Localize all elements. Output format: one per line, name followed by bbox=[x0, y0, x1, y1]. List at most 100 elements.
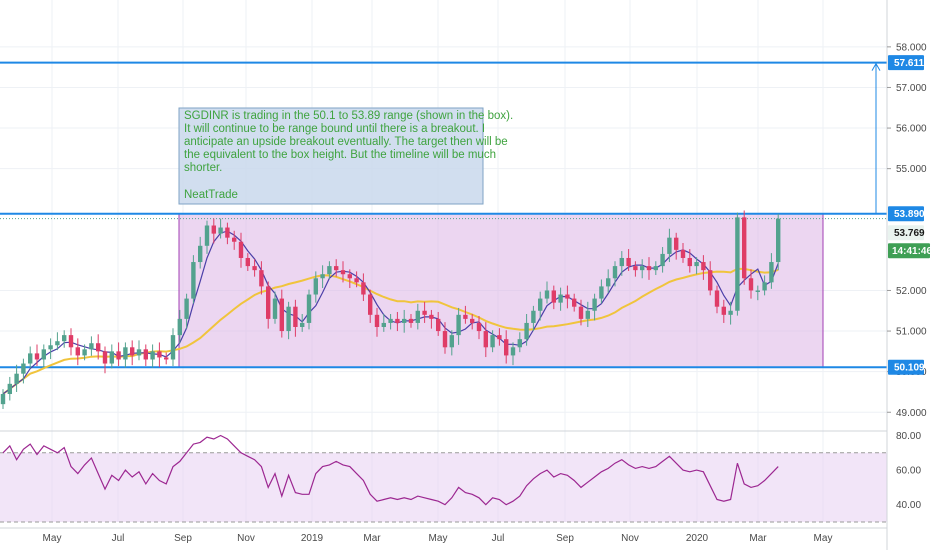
candle-body-50 bbox=[340, 270, 346, 275]
price-badge-target bbox=[888, 55, 924, 71]
candle-body-57 bbox=[388, 318, 393, 323]
candle-body-25 bbox=[170, 335, 176, 360]
candle-body-36 bbox=[245, 257, 250, 267]
x-tick-label-11: Mar bbox=[749, 533, 767, 544]
candle-body-38 bbox=[259, 270, 264, 287]
candle-body-45 bbox=[306, 294, 312, 323]
x-tick-label-7: Jul bbox=[492, 533, 505, 544]
y-tick-label-3: 52.000 bbox=[896, 286, 927, 297]
candle-body-58 bbox=[395, 318, 400, 323]
candles[interactable] bbox=[0, 210, 781, 410]
candle-body-71 bbox=[483, 331, 488, 348]
candle-body-41 bbox=[279, 298, 284, 332]
annotation-line-3: the equivalent to the box height. But th… bbox=[184, 149, 496, 161]
candle-body-99 bbox=[674, 237, 679, 250]
candle-body-77 bbox=[524, 322, 529, 340]
candle-body-111 bbox=[755, 290, 760, 292]
candle-body-3 bbox=[21, 363, 26, 374]
candle-body-93 bbox=[633, 266, 638, 271]
candle-body-78 bbox=[531, 310, 536, 323]
candle-body-4 bbox=[28, 353, 33, 364]
candle-body-109 bbox=[742, 217, 747, 279]
candle-body-67 bbox=[456, 314, 461, 336]
candle-body-33 bbox=[225, 227, 230, 238]
candle-body-100 bbox=[680, 249, 686, 258]
y-tick-label-7: 58.000 bbox=[896, 42, 927, 53]
candle-body-20 bbox=[136, 349, 142, 356]
candle-body-84 bbox=[572, 298, 577, 307]
candle-body-15 bbox=[102, 351, 108, 364]
candle-body-13 bbox=[89, 343, 94, 350]
candle-body-60 bbox=[408, 318, 414, 323]
candle-body-81 bbox=[551, 290, 556, 303]
candle-body-89 bbox=[606, 278, 611, 287]
candle-body-86 bbox=[585, 310, 590, 319]
candle-body-28 bbox=[191, 262, 196, 299]
price-badge-top bbox=[888, 206, 924, 222]
candle-body-44 bbox=[300, 322, 305, 327]
candle-body-59 bbox=[402, 318, 407, 323]
y-tick-label-0: 49.000 bbox=[896, 408, 927, 419]
x-tick-label-2: Sep bbox=[174, 533, 192, 544]
x-tick-label-8: Sep bbox=[556, 533, 574, 544]
candle-body-97 bbox=[660, 253, 665, 267]
candle-body-32 bbox=[218, 227, 223, 234]
candle-body-104 bbox=[708, 270, 713, 291]
candle-body-94 bbox=[640, 266, 645, 271]
candle-body-8 bbox=[55, 341, 60, 346]
x-tick-label-0: May bbox=[43, 533, 62, 544]
candle-body-65 bbox=[442, 331, 448, 348]
candle-body-114 bbox=[776, 218, 781, 263]
candle-body-103 bbox=[701, 262, 706, 271]
x-tick-label-1: Jul bbox=[112, 533, 125, 544]
price-badge-last-text: 53.769 bbox=[894, 228, 925, 239]
candle-body-64 bbox=[436, 318, 441, 332]
price-badges: 57.611 53.890 53.769 50.109 14:41:46 bbox=[888, 55, 932, 375]
candle-body-22 bbox=[150, 351, 155, 360]
candle-body-27 bbox=[184, 298, 189, 319]
candle-body-19 bbox=[130, 347, 135, 356]
candle-body-10 bbox=[68, 335, 74, 348]
annotation-box[interactable] bbox=[178, 107, 484, 205]
candle-body-102 bbox=[694, 262, 699, 267]
candle-body-98 bbox=[667, 237, 672, 254]
candle-body-5 bbox=[34, 353, 40, 360]
candle-body-113 bbox=[769, 262, 774, 283]
candle-body-53 bbox=[361, 282, 366, 295]
candle-body-56 bbox=[381, 322, 386, 327]
candle-body-80 bbox=[544, 290, 550, 299]
candle-body-68 bbox=[463, 314, 468, 319]
price-badge-bottom bbox=[888, 359, 924, 375]
candle-body-91 bbox=[619, 257, 624, 267]
candle-body-24 bbox=[164, 357, 169, 360]
y-tick-label-2: 51.000 bbox=[896, 327, 927, 338]
candle-body-108 bbox=[735, 217, 740, 311]
candle-body-48 bbox=[327, 266, 332, 275]
candle-body-54 bbox=[368, 294, 373, 315]
candle-body-55 bbox=[374, 314, 380, 327]
candle-body-76 bbox=[517, 339, 522, 348]
candle-body-83 bbox=[565, 294, 570, 299]
candle-body-35 bbox=[238, 241, 244, 258]
annotation-note[interactable]: SGDINR is trading in the 50.1 to 53.89 r… bbox=[178, 107, 513, 205]
candle-body-34 bbox=[232, 237, 237, 242]
candle-body-62 bbox=[422, 310, 427, 315]
candle-body-46 bbox=[313, 278, 318, 295]
candle-body-92 bbox=[626, 257, 631, 267]
x-tick-label-9: Nov bbox=[621, 533, 639, 544]
rsi-pane bbox=[0, 430, 887, 523]
annotation-line-1: It will continue to be range bound until… bbox=[184, 123, 485, 135]
candle-body-87 bbox=[592, 298, 597, 311]
rsi-tick-label-0: 80.00 bbox=[896, 431, 921, 442]
rsi-tick-label-2: 40.00 bbox=[896, 500, 921, 511]
candle-body-52 bbox=[354, 278, 359, 283]
y-tick-label-4: 55.000 bbox=[896, 164, 927, 175]
candle-body-95 bbox=[646, 266, 652, 271]
candle-body-23 bbox=[157, 351, 162, 358]
annotation-line-4: shorter. bbox=[184, 162, 222, 174]
countdown-badge bbox=[888, 243, 930, 259]
candle-body-11 bbox=[75, 347, 80, 356]
candle-body-107 bbox=[728, 310, 733, 315]
